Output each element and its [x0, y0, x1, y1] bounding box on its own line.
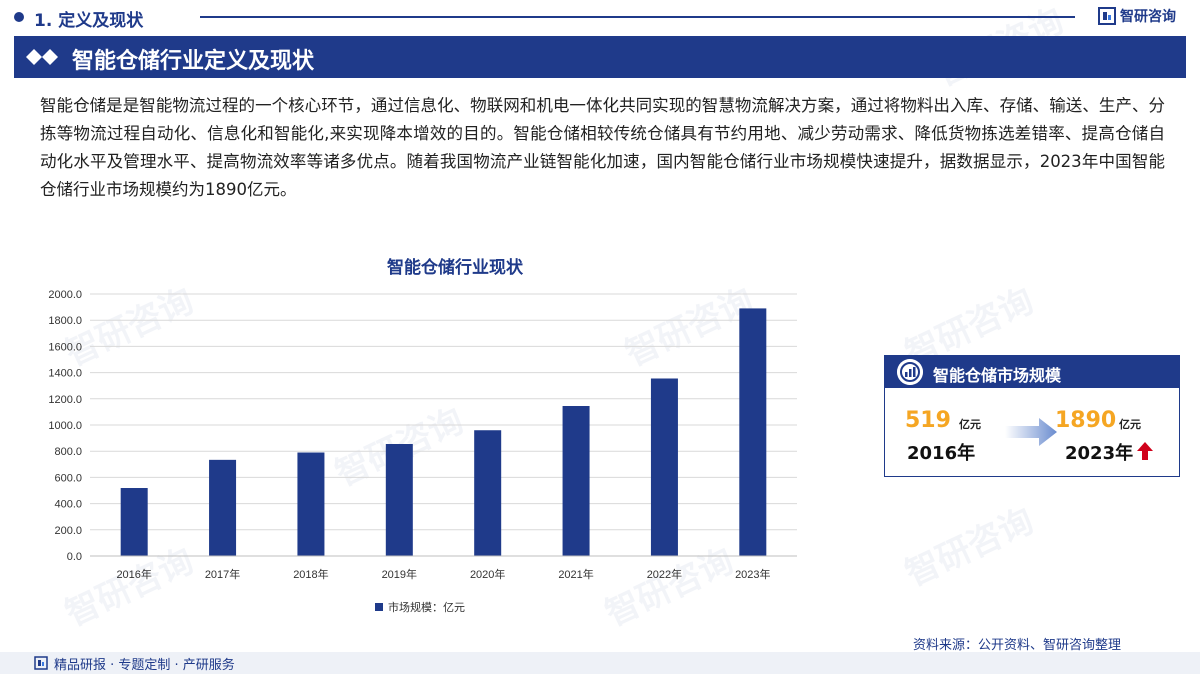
x-tick-label: 2021年 [558, 567, 593, 581]
diamond-bullets-icon [26, 49, 58, 65]
legend-swatch [375, 603, 383, 611]
watermark-text: 智研咨询 [899, 500, 1040, 595]
x-tick-label: 2023年 [735, 567, 770, 581]
x-tick-label: 2017年 [205, 567, 240, 581]
x-tick-label: 2018年 [293, 567, 328, 581]
x-axis: 2016年 2017年 2018年 2019年 2020年 2021年 2022年 2023年 [90, 555, 797, 581]
chart-title: 智能仓储行业现状 [387, 258, 523, 278]
up-arrow-icon [1137, 442, 1153, 460]
bar [650, 378, 678, 556]
y-tick-label: 0.0 [67, 551, 82, 563]
y-tick-label: 1400.0 [48, 368, 82, 380]
bar-chart: 0.0 200.0 400.0 600.0 800.0 1000.0 1200.0 1400.… [48, 289, 797, 581]
section-bullet [14, 12, 24, 22]
start-value: 519 [905, 408, 951, 433]
bar [385, 443, 413, 556]
brand-name: 智研咨询 [1120, 9, 1176, 25]
page-title: 智能仓储行业定义及现状 [72, 49, 315, 74]
y-tick-label: 1000.0 [48, 420, 82, 432]
x-tick-label: 2020年 [470, 567, 505, 581]
title-banner: 智能仓储行业定义及现状 [14, 36, 1186, 78]
top-bar: 1. 定义及现状 智研咨询 [0, 0, 1200, 34]
y-axis: 0.0 200.0 400.0 600.0 800.0 1000.0 1200.0 1400.… [48, 289, 82, 563]
data-source: 资料来源：公开资料、智研咨询整理 [913, 638, 1122, 653]
chart-grid [90, 293, 797, 557]
footer-bar: 精品研报 · 专题定制 · 产研服务 [0, 652, 1200, 674]
card-title: 智能仓储市场规模 [933, 366, 1062, 385]
legend-label: 市场规模：亿元 [388, 601, 465, 614]
intro-paragraph: 智能仓储是是智能物流过程的一个核心环节，通过信息化、物联网和机电一体化共同实现的… [40, 96, 1165, 199]
bar [209, 459, 237, 556]
y-tick-label: 2000.0 [48, 289, 82, 301]
y-tick-label: 1800.0 [48, 315, 82, 327]
bar [120, 488, 148, 556]
y-tick-label: 200.0 [54, 525, 82, 537]
growth-arrow-icon [1005, 418, 1057, 446]
y-tick-label: 800.0 [54, 446, 82, 458]
card-header: 智能仓储市场规模 [885, 356, 1179, 388]
y-tick-label: 400.0 [54, 499, 82, 511]
brand: 智研咨询 [1098, 5, 1176, 27]
bar [474, 430, 502, 556]
bar [562, 406, 590, 556]
chart-bars [120, 308, 767, 556]
brand-logo-icon [1098, 7, 1116, 25]
y-tick-label: 1600.0 [48, 341, 82, 353]
start-unit: 亿元 [959, 418, 981, 431]
y-tick-label: 600.0 [54, 472, 82, 484]
start-year: 2016年 [907, 443, 976, 464]
footer-logo-icon [34, 656, 48, 670]
market-size-card: 智能仓储市场规模 519 亿元 2016年 1890 亿元 2023年 [884, 355, 1180, 477]
chart-legend: 市场规模：亿元 [375, 599, 465, 615]
bar [297, 452, 325, 556]
x-tick-label: 2022年 [647, 567, 682, 581]
header-divider [200, 16, 1075, 18]
bar [739, 308, 767, 556]
x-tick-label: 2019年 [382, 567, 417, 581]
y-tick-label: 1200.0 [48, 394, 82, 406]
footer-slogan: 精品研报 · 专题定制 · 产研服务 [54, 658, 235, 673]
end-year: 2023年 [1065, 443, 1134, 464]
x-tick-label: 2016年 [116, 567, 151, 581]
end-value: 1890 [1055, 408, 1117, 433]
chart-badge-icon [897, 359, 923, 385]
section-title: 1. 定义及现状 [34, 11, 144, 31]
end-unit: 亿元 [1119, 418, 1141, 431]
